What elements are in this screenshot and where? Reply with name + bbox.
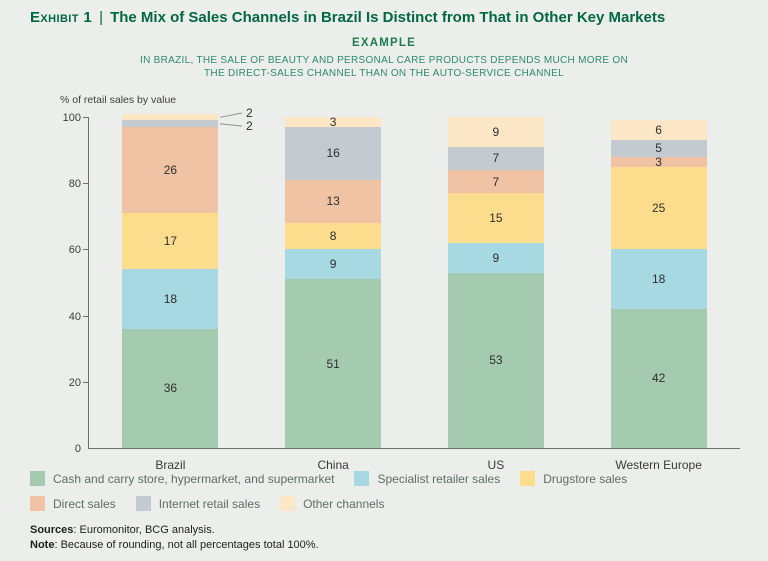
legend-label: Direct sales [53,496,116,511]
legend-swatch [520,471,536,486]
category-label: US [487,458,505,472]
ytick-label: 20 [68,376,81,389]
exhibit-title: Exhibit 1 | The Mix of Sales Channels in B… [30,9,665,26]
bar-segment: 9 [447,117,544,147]
subtitle-line-1: IN BRAZIL, THE SALE OF BEAUTY AND PERSON… [139,55,628,66]
legend-swatch [354,471,370,486]
bar-segment: 3 [285,116,382,128]
legend-item: Other channels [280,496,384,511]
bar-segment: 53 [447,272,544,448]
bar-segment: 25 [610,166,707,250]
ytick-mark [83,183,89,185]
ytick-label: 40 [68,310,81,323]
ytick-label: 60 [68,244,81,257]
ytick-mark [83,315,89,317]
bar-segment: 18 [610,249,707,309]
example-tag: EXAMPLE [352,37,416,49]
exhibit-label: Exhibit 1 [30,9,93,26]
bar-segment: 42 [610,308,707,448]
legend-label: Cash and carry store, hypermarket, and s… [53,471,335,486]
legend-item: Drugstore sales [520,471,627,486]
legend-item: Direct sales [30,496,116,511]
bar-segment: 26 [122,126,219,213]
note-line: Note: Because of rounding, not all perce… [30,538,319,553]
category-label: Western Europe [615,458,702,472]
legend-swatch [30,471,45,486]
ytick-label: 80 [68,178,81,191]
bar-segment: 18 [122,269,219,329]
legend-row: Cash and carry store, hypermarket, and s… [30,471,627,486]
ytick-label: 100 [62,112,81,124]
bar-segment: 9 [285,249,382,280]
chart-subtitle: IN BRAZIL, THE SALE OF BEAUTY AND PERSON… [0,54,768,80]
category-label: China [317,458,349,472]
legend: Cash and carry store, hypermarket, and s… [30,471,627,511]
stacked-bar-western-europe: 42 18 25 3 5 6 [610,120,707,448]
category-label: Brazil [155,458,186,472]
ytick-mark [83,249,89,251]
bar-column: 36 18 17 26 2 2 Brazil [89,106,253,472]
legend-label: Drugstore sales [543,471,628,486]
plot-area: 0 20 40 60 80 100 36 18 17 26 2 2 Brazil 51 9 8 13 16 3 Chi… [63,106,740,472]
ytick-label: 0 [74,443,81,455]
note-text: : Because of rounding, not all percentag… [54,539,319,551]
bar-segment: 9 [447,242,544,273]
callout-value: 2 [246,119,253,133]
bar-segment: 16 [285,126,382,180]
sources-line: Sources: Euromonitor, BCG analysis. [30,523,319,538]
bar-segment: 8 [285,222,382,250]
legend-swatch [280,496,296,511]
bar-segment: 7 [447,170,544,194]
stacked-bar-brazil: 36 18 17 26 2 2 [122,106,253,448]
stacked-bar-china: 51 9 8 13 16 3 [285,116,382,448]
footer: Sources: Euromonitor, BCG analysis. Note… [30,523,319,553]
bar-segment [122,113,219,121]
bar-segment: 3 [610,156,707,168]
bar-segment: 36 [122,328,219,448]
stacked-bar-us: 53 9 15 7 7 9 [447,117,544,448]
legend-swatch [30,496,45,511]
legend-label: Specialist retailer sales [377,471,501,486]
subtitle-line-2: THE DIRECT-SALES CHANNEL THAN ON THE AUT… [204,68,564,79]
bar-segment: 17 [122,213,219,270]
ytick-mark [83,117,89,118]
bar-segment: 6 [610,120,707,141]
bars-container: 36 18 17 26 2 2 Brazil 51 9 8 13 16 3 China 53 9 15 7 7 9 US… [89,106,740,472]
ytick-mark [83,381,89,383]
sources-text: : Euromonitor, BCG analysis. [73,524,215,536]
bar-column: 53 9 15 7 7 9 US [415,117,578,472]
legend-label: Other channels [303,496,385,511]
sources-label: Sources [30,524,74,536]
bar-segment [122,120,219,127]
legend-item: Internet retail sales [135,496,261,511]
bar-segment: 13 [285,179,382,223]
bar-segment: 7 [447,146,544,170]
title-text: The Mix of Sales Channels in Brazil Is D… [110,9,666,26]
callout-labels: 22 [220,106,253,133]
legend-label: Internet retail sales [158,496,261,511]
title-separator: | [99,9,104,26]
legend-item: Specialist retailer sales [354,471,500,486]
bar-column: 51 9 8 13 16 3 China [252,116,415,472]
bar-segment: 15 [447,193,544,243]
bar-segment: 51 [285,279,382,448]
callout-line [220,123,243,127]
bar-segment: 5 [610,140,707,157]
callout-line [220,112,243,118]
y-axis-label: % of retail sales by value [60,94,177,106]
callout-value: 2 [246,106,253,120]
legend-item: Cash and carry store, hypermarket, and s… [30,471,334,486]
legend-row: Direct sales Internet retail sales Other c… [30,496,627,511]
legend-swatch [135,496,151,511]
bar-column: 42 18 25 3 5 6 Western Europe [577,118,740,472]
note-label: Note [30,539,55,551]
